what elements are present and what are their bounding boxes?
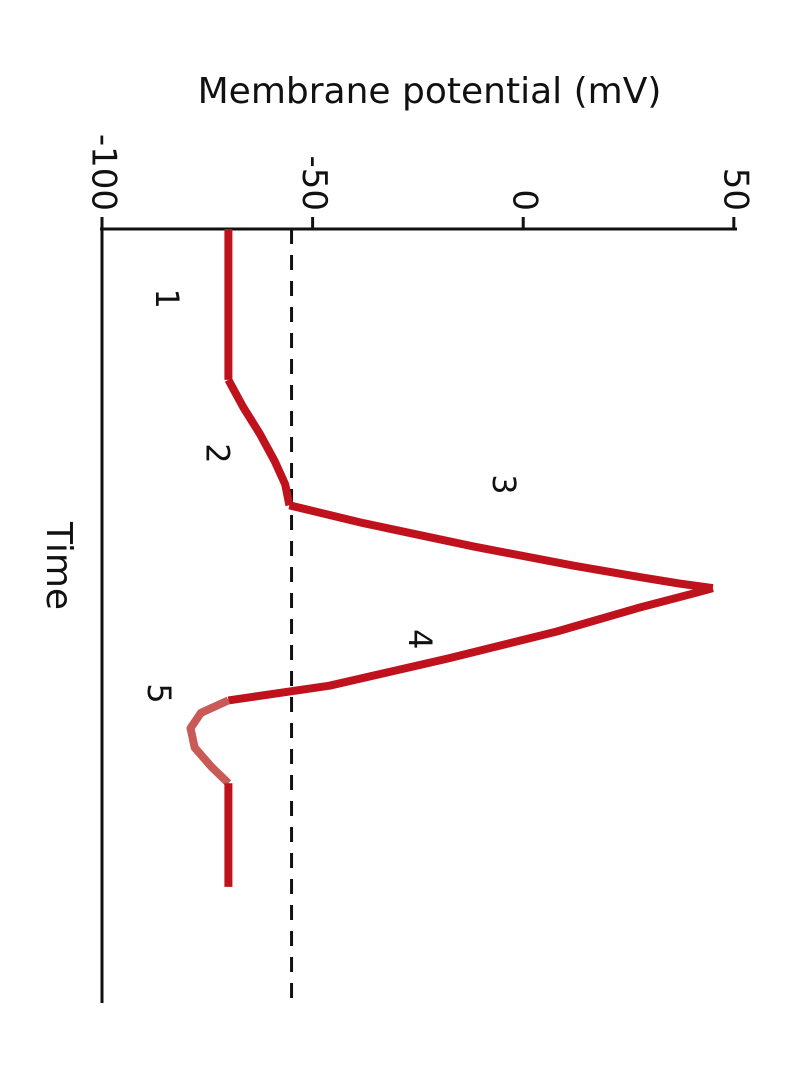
phase-label-5: 5: [140, 683, 178, 703]
x-axis-title: Time: [38, 521, 79, 610]
phase-label-1: 1: [148, 288, 186, 308]
tick-label: -50: [294, 155, 334, 211]
tick-layer: -100 -50 0 50: [84, 134, 755, 229]
tick-label: 50: [715, 168, 755, 211]
series-layer: [186, 229, 714, 887]
y-axis-title: Membrane potential (mV): [198, 71, 662, 112]
series-line-rising-phase: [288, 501, 714, 593]
series-line-depolarization: [224, 377, 294, 507]
series-line-repolarization: [227, 584, 714, 705]
axes-layer: [100, 227, 737, 1003]
series-line-hyperpolarization: [186, 696, 232, 787]
phase-label-3: 3: [485, 474, 523, 494]
phase-label-2: 2: [199, 443, 237, 463]
tick-label: 0: [505, 189, 545, 211]
phase-label-4: 4: [401, 629, 439, 649]
phase-label-layer: 1 2 3 4 5: [140, 288, 523, 703]
tick-label: -100: [84, 134, 124, 211]
